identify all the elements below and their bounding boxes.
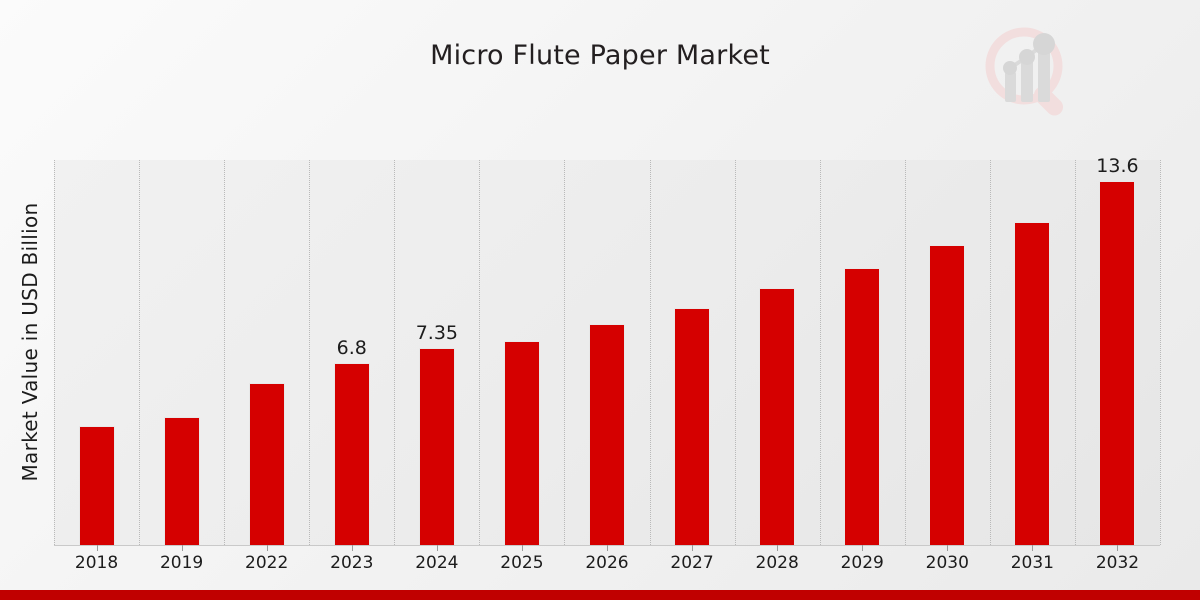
gridline <box>479 160 481 545</box>
gridline <box>734 160 737 545</box>
gridline <box>904 160 907 545</box>
bar-2026 <box>589 324 625 545</box>
gridline <box>54 160 56 545</box>
gridline <box>989 160 992 545</box>
bar-2032 <box>1099 181 1136 545</box>
x-tick-mark-2025 <box>521 545 523 551</box>
gridline <box>139 160 141 545</box>
gridline <box>564 160 566 545</box>
x-tick-mark-2027 <box>692 545 694 551</box>
gridline <box>1160 160 1162 545</box>
x-tick-label-2026: 2026 <box>585 553 629 573</box>
y-axis-title: Market Value in USD Billion <box>18 202 42 482</box>
x-tick-mark-2019 <box>181 545 183 551</box>
x-tick-label-2025: 2025 <box>500 553 544 573</box>
gridline <box>394 160 396 545</box>
x-tick-mark-2022 <box>266 545 268 551</box>
x-tick-label-2028: 2028 <box>755 553 799 573</box>
gridline <box>819 160 822 545</box>
page-title: Micro Flute Paper Market <box>430 40 770 71</box>
x-tick-mark-2026 <box>607 545 608 551</box>
bar-value-label-2024: 7.35 <box>415 322 458 345</box>
x-tick-mark-2024 <box>436 545 438 551</box>
bar-value-label-2023: 6.8 <box>336 337 367 360</box>
x-tick-mark-2031 <box>1032 545 1034 551</box>
x-tick-mark-2030 <box>947 545 949 551</box>
x-tick-label-2019: 2019 <box>159 553 204 573</box>
gridline <box>649 160 652 545</box>
x-tick-label-2031: 2031 <box>1010 553 1054 573</box>
x-tick-mark-2018 <box>96 545 98 551</box>
x-tick-label-2022: 2022 <box>245 553 289 573</box>
x-tick-label-2018: 2018 <box>74 553 119 573</box>
gridline <box>224 160 226 545</box>
x-tick-label-2024: 2024 <box>415 553 459 573</box>
bar-2022 <box>248 383 285 545</box>
footer-accent-bar <box>0 590 1200 600</box>
bar-2029 <box>844 267 881 545</box>
bar-2028 <box>759 287 796 545</box>
x-tick-label-2029: 2029 <box>840 553 884 573</box>
x-tick-label-2030: 2030 <box>925 553 969 573</box>
x-tick-label-2023: 2023 <box>330 553 374 573</box>
gridline <box>309 160 311 545</box>
x-tick-mark-2032 <box>1117 545 1119 551</box>
bar-2030 <box>929 244 966 545</box>
bar-2018 <box>78 426 115 545</box>
x-tick-label-2027: 2027 <box>670 553 714 573</box>
x-tick-mark-2028 <box>777 545 779 551</box>
gridline <box>1074 160 1077 545</box>
bar-2027 <box>674 307 711 545</box>
x-tick-label-2032: 2032 <box>1095 553 1140 573</box>
x-tick-mark-2029 <box>862 545 864 551</box>
bar-2025 <box>503 341 540 545</box>
bar-value-label-2032: 13.6 <box>1096 155 1139 178</box>
bar-2031 <box>1014 221 1051 545</box>
magnifier-bar-chart-logo <box>978 22 1082 122</box>
bar-2024 <box>418 348 455 545</box>
x-tick-mark-2023 <box>351 545 353 551</box>
bar-2023 <box>333 363 370 545</box>
bar-2019 <box>163 417 200 545</box>
